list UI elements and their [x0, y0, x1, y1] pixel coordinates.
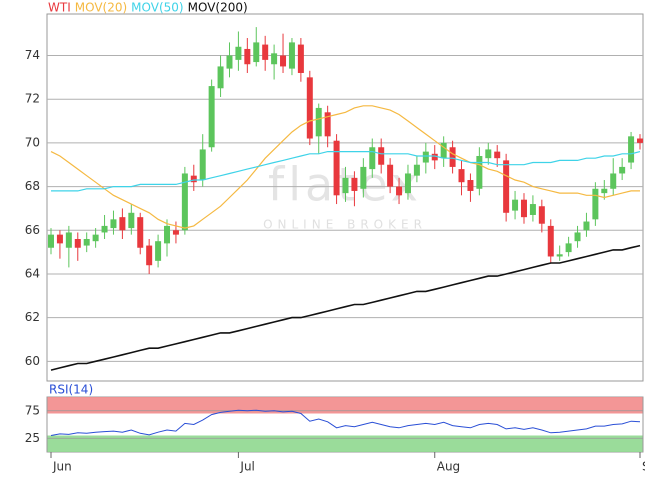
- candle-body: [610, 173, 617, 189]
- legend-label: MOV(200): [188, 1, 248, 15]
- rsi-line: [50, 409, 641, 436]
- candle-body: [208, 86, 215, 148]
- y-tick-label: 25: [25, 431, 40, 445]
- candle-body: [467, 180, 474, 191]
- candle-body: [449, 147, 456, 167]
- candle-body: [369, 147, 376, 170]
- candle-body: [538, 206, 545, 224]
- candle-body: [65, 232, 72, 248]
- rsi-band: [47, 397, 643, 414]
- candle-body: [190, 175, 197, 183]
- candle-body: [592, 188, 599, 220]
- candle-body: [565, 243, 572, 253]
- legend-label: WTI: [48, 1, 71, 15]
- candle-body: [387, 164, 394, 187]
- moving-average-line: [51, 151, 641, 192]
- x-tick-label: Jul: [239, 460, 254, 474]
- candle-body: [235, 46, 242, 60]
- candle-body: [297, 44, 304, 73]
- candle-body: [101, 225, 108, 233]
- candle-body: [556, 254, 563, 257]
- candle-body: [217, 66, 224, 89]
- candle-body: [583, 221, 590, 231]
- candle-body: [422, 151, 429, 163]
- candle-body: [529, 204, 536, 215]
- y-tick-label: 66: [25, 223, 40, 237]
- candle-body: [628, 136, 635, 163]
- y-tick-label: 60: [25, 354, 40, 368]
- y-tick-label: 68: [25, 179, 40, 193]
- candle-body: [172, 230, 179, 235]
- candle-body: [512, 199, 519, 211]
- candle-body: [306, 77, 313, 139]
- y-tick-label: 72: [25, 92, 40, 106]
- candle-body: [485, 149, 492, 159]
- candle-body: [146, 245, 153, 266]
- candle-body: [431, 153, 438, 161]
- candle-body: [333, 140, 340, 196]
- candle-body: [342, 177, 349, 194]
- rsi-band: [47, 435, 643, 452]
- candle-body: [404, 173, 411, 194]
- y-tick-label: 64: [25, 266, 40, 280]
- candle-body: [271, 53, 278, 65]
- x-tick-label: Sep: [642, 460, 645, 474]
- candle-body: [494, 151, 501, 159]
- candle-body: [199, 149, 206, 181]
- candle-body: [244, 48, 251, 65]
- candle-body: [601, 188, 608, 194]
- candle-body: [226, 55, 233, 69]
- candle-body: [619, 166, 626, 174]
- x-tick-label: Jun: [52, 460, 72, 474]
- legend-label: MOV(50): [131, 1, 183, 15]
- y-tick-label: 74: [25, 48, 40, 62]
- candle-body: [48, 234, 54, 248]
- candle-body: [315, 107, 322, 137]
- legend-label: RSI(14): [49, 383, 93, 397]
- candle-body: [351, 177, 358, 191]
- moving-average-line: [50, 105, 640, 229]
- candle-body: [74, 239, 81, 248]
- candle-body: [137, 217, 144, 248]
- moving-average-line: [50, 244, 641, 371]
- candle-body: [547, 225, 554, 257]
- candle-body: [92, 234, 99, 242]
- candle-body: [476, 155, 483, 189]
- candle-body: [262, 44, 269, 60]
- y-tick-label: 70: [25, 135, 40, 149]
- candle-body: [155, 241, 162, 261]
- candle-body: [83, 239, 90, 246]
- candle-body: [440, 142, 447, 159]
- candle-body: [503, 160, 510, 213]
- candle-body: [324, 112, 331, 137]
- candle-body: [164, 225, 171, 244]
- candle-body: [458, 169, 465, 183]
- candle-body: [110, 219, 117, 229]
- legend-label: MOV(20): [75, 1, 127, 15]
- y-tick-label: 62: [25, 310, 40, 324]
- x-tick-label: Aug: [437, 460, 460, 474]
- candle-body: [56, 234, 63, 244]
- candle-body: [288, 42, 295, 69]
- candle-body: [520, 199, 527, 218]
- candle-body: [280, 55, 287, 67]
- candle-body: [574, 232, 581, 242]
- candle-body: [413, 164, 420, 176]
- candle-body: [360, 166, 367, 189]
- candle-body: [253, 42, 260, 63]
- candle-body: [181, 173, 188, 231]
- candle-body: [128, 212, 135, 229]
- candle-body: [378, 147, 385, 165]
- candle-body: [119, 217, 126, 231]
- candle-body: [396, 186, 403, 196]
- watermark-tagline: ONLINE BROKER: [263, 218, 427, 232]
- candle-body: [637, 138, 643, 143]
- y-tick-label: 75: [25, 403, 40, 417]
